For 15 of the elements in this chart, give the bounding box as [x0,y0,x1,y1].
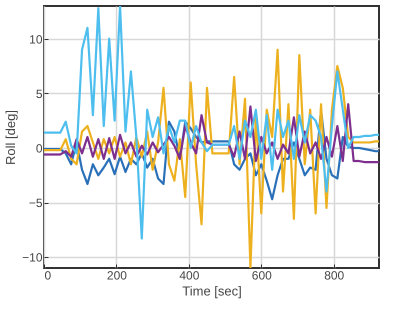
x-tick-label: 0 [44,268,52,282]
line-series [44,6,379,240]
y-tick-label: −10 [22,250,43,265]
x-tick-label: 400 [179,268,200,282]
y-tick-label: −5 [28,196,43,210]
y-tick-label: 10 [29,32,43,46]
x-tick-label: 600 [252,268,272,282]
line-series [44,48,379,268]
y-tick-label: 0 [36,141,43,156]
x-tick-label: 800 [324,268,345,282]
y-tick-label: 5 [36,86,43,101]
x-tick-label: 200 [106,268,128,282]
line-series [44,103,379,164]
x-axis-title: Time [sec] [182,284,242,298]
y-axis-title: Roll [deg] [3,110,18,165]
